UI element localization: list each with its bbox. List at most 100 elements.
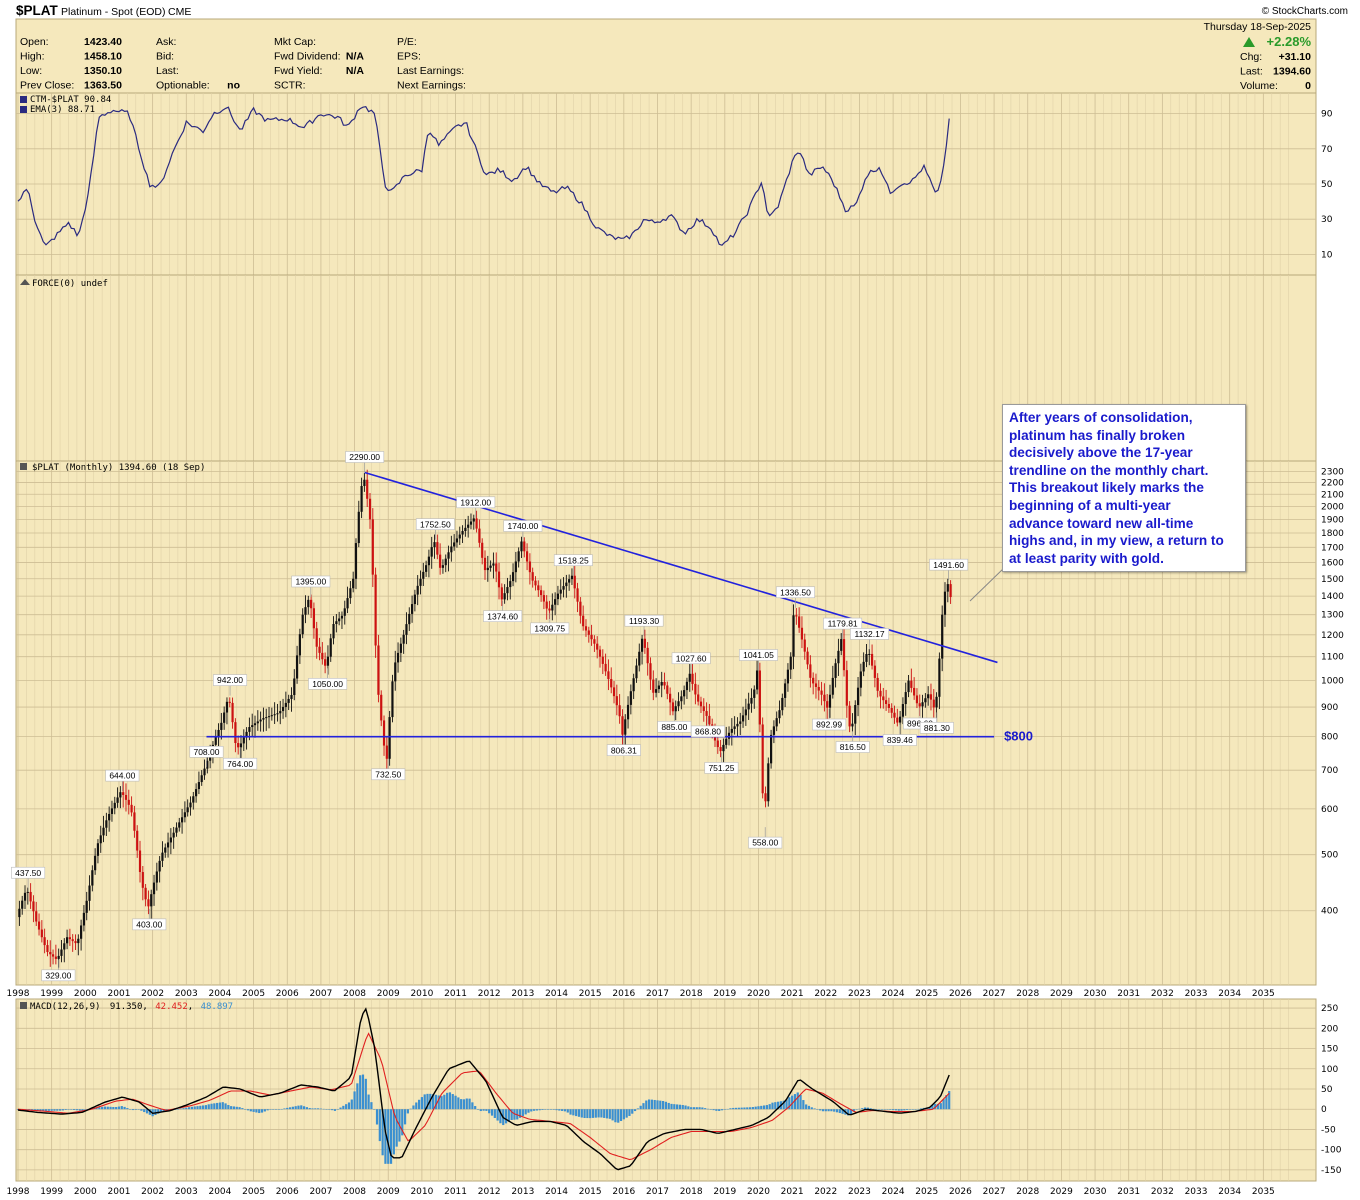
annotation-line-0: After years of consolidation, <box>1009 410 1193 425</box>
price-label-box <box>776 586 815 599</box>
macd-hist-bar <box>333 1109 337 1111</box>
year-tick-2003: 2003 <box>175 989 198 999</box>
macd-hist-bar <box>353 1091 356 1110</box>
price-label-868.80: 868.80 <box>695 727 721 737</box>
macd-hist-bar <box>137 1109 140 1110</box>
candle-body <box>666 685 669 694</box>
candle-body <box>475 518 478 529</box>
macd-hist-bar <box>446 1092 449 1110</box>
macd-hist-bar <box>695 1107 698 1110</box>
macd-hist-bar <box>78 1109 81 1111</box>
quote-label-col1-0: Open: <box>20 36 49 48</box>
price-tick-600: 600 <box>1321 805 1338 815</box>
candle-body <box>74 941 77 944</box>
year-tick-2025: 2025 <box>915 989 938 999</box>
candle-body <box>481 542 484 558</box>
macd-hist-bar <box>434 1094 438 1110</box>
quote-label-col3-0: Mkt Cap: <box>274 36 316 48</box>
macd-hist-bar <box>849 1109 853 1115</box>
macd-hist-bar <box>911 1109 914 1110</box>
credit: © StockCharts.com <box>1262 6 1348 17</box>
macd-hist-bar <box>900 1109 903 1111</box>
macd-hist-bar <box>134 1109 137 1110</box>
quote-value-col1-1: 1458.10 <box>84 51 122 63</box>
macd-hist-bar <box>437 1095 440 1110</box>
macd-hist-bar <box>524 1109 527 1115</box>
candle-body <box>273 714 276 716</box>
candle-body <box>946 584 949 592</box>
macd-hist-bar <box>224 1103 227 1110</box>
candle-body <box>310 599 313 609</box>
candle-body <box>245 731 248 738</box>
candle-body <box>422 571 425 579</box>
year-tick-2026: 2026 <box>949 1187 972 1197</box>
candle-body <box>402 634 405 644</box>
macd-hist-bar <box>314 1108 317 1110</box>
price-label-558.00: 558.00 <box>752 838 778 848</box>
macd-hist-bar <box>126 1108 129 1110</box>
macd-line <box>17 1007 950 1171</box>
macd-hist-bar <box>401 1109 404 1136</box>
year-tick-2014: 2014 <box>545 989 568 999</box>
candle-body <box>879 690 882 697</box>
candle-body <box>88 885 91 901</box>
price-tick-400: 400 <box>1321 907 1338 917</box>
year-tick-1999: 1999 <box>40 989 63 999</box>
price-tick-2300: 2300 <box>1321 467 1344 477</box>
quote-label-col5-1: Last: <box>1240 66 1263 78</box>
price-tick-2200: 2200 <box>1321 479 1344 489</box>
quote-label-col2-1: Bid: <box>156 51 174 63</box>
macd-hist-bar <box>561 1109 564 1111</box>
macd-hist-bar <box>939 1103 942 1110</box>
quote-label-col3-2: Fwd Yield: <box>274 65 322 77</box>
candle-body <box>29 891 32 902</box>
macd-hist-bar <box>734 1107 738 1110</box>
macd-hist-bar <box>342 1105 345 1110</box>
candle-body <box>640 638 644 652</box>
candle-body <box>649 663 652 680</box>
macd-hist-bar <box>841 1109 844 1114</box>
candle-body <box>899 716 902 723</box>
candle-body <box>915 695 919 704</box>
price-label-box <box>812 718 847 731</box>
candle-body <box>657 685 661 690</box>
macd-hist-bar <box>221 1102 224 1110</box>
candle-body <box>887 703 890 709</box>
year-tick-2006: 2006 <box>276 1187 299 1197</box>
candle-body <box>324 659 327 666</box>
candle-body <box>789 656 792 670</box>
macd-hist-bar <box>81 1109 84 1111</box>
macd-hist-bar <box>527 1109 530 1113</box>
candle-body <box>410 604 414 614</box>
candle-body <box>890 708 893 713</box>
candle-body <box>935 696 938 708</box>
candle-body <box>234 722 237 744</box>
year-tick-2001: 2001 <box>108 989 131 999</box>
quote-value-col5-1: 1394.60 <box>1273 66 1311 78</box>
macd-hist-bar <box>448 1092 452 1110</box>
macd-hist-bar <box>246 1109 250 1111</box>
candle-body <box>652 679 655 693</box>
price-label-1518.25: 1518.25 <box>558 555 589 565</box>
year-tick-2012: 2012 <box>478 989 501 999</box>
price-label-box <box>41 969 76 982</box>
macd-hist-bar <box>782 1100 785 1110</box>
price-label-881.30: 881.30 <box>924 723 950 733</box>
candle-body <box>910 680 913 688</box>
macd-hist-bar <box>103 1106 107 1110</box>
candle-body <box>753 689 756 698</box>
signal-value: 42.452 <box>155 1002 188 1012</box>
macd-hist-bar <box>737 1107 740 1110</box>
macd-hist-bar <box>824 1109 827 1112</box>
candle-body <box>769 734 773 764</box>
macd-label-name: MACD(12,26,9) <box>30 1002 100 1012</box>
candle-body <box>430 547 433 557</box>
candle-body <box>800 627 804 640</box>
candle-body <box>206 760 209 769</box>
candle-body <box>598 649 602 657</box>
candle-body <box>621 716 624 735</box>
candle-body <box>556 593 560 600</box>
macd-hist-bar <box>906 1109 909 1110</box>
candle-body <box>267 716 271 718</box>
